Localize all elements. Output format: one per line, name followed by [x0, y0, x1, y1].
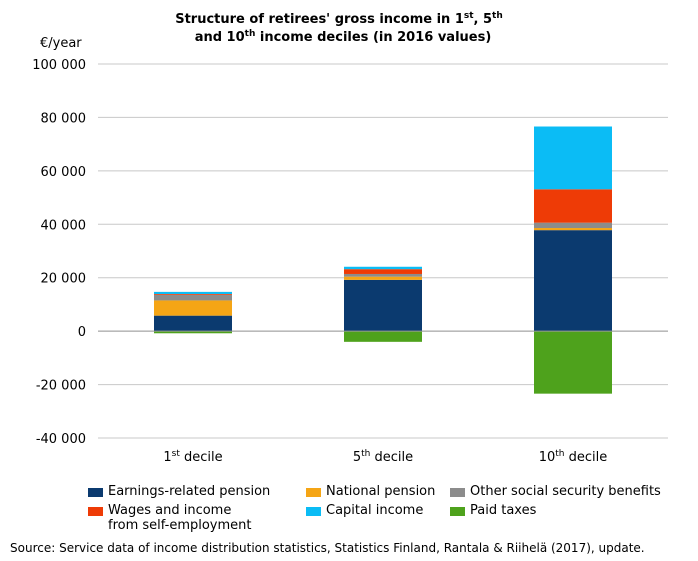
chart-title-line2: and 10th income deciles (in 2016 values) [195, 29, 492, 45]
bar-segment-capital-income-2 [344, 266, 422, 270]
y-tick-label: 100 000 [32, 58, 86, 73]
bars [154, 126, 612, 394]
category-label: 1st decile [163, 449, 222, 465]
y-tick-label: 80 000 [41, 111, 87, 126]
y-tick-label: -40 000 [36, 432, 86, 447]
bar-segment-national-pension-2 [344, 276, 422, 280]
legend-label: Paid taxes [470, 503, 537, 518]
legend-label: Earnings-related pension [108, 484, 271, 499]
chart-title-line1: Structure of retirees' gross income in 1… [175, 11, 503, 27]
bar-segment-earnings-related-pension-2 [344, 279, 422, 332]
y-tick-label: -20 000 [36, 379, 86, 394]
category-labels: 1st decile 5th decile 10th decile [163, 449, 607, 465]
chart: Structure of retirees' gross income in 1… [32, 11, 668, 465]
bar-segment-wages-and-income-from-self-employment-2 [344, 269, 422, 274]
legend-swatch [88, 507, 103, 516]
y-tick-label: 0 [78, 325, 86, 340]
legend-label: Wages and income from self-employment [108, 503, 252, 533]
y-tick-label: 20 000 [41, 272, 87, 287]
bar-segment-other-social-security-benefits-3 [534, 222, 612, 229]
legend-swatch [450, 507, 465, 516]
legend-label: Other social security benefits [470, 484, 661, 499]
bar-segment-wages-and-income-from-self-employment-1 [154, 294, 232, 295]
y-tick-labels: 100 000 80 000 60 000 40 000 20 000 0 -20 000 -… [32, 58, 86, 447]
category-label: 5th decile [353, 449, 413, 465]
legend-label-line2: from self-employment [108, 518, 252, 533]
y-tick-label: 40 000 [41, 218, 87, 233]
bar-segment-capital-income-3 [534, 126, 612, 190]
legend-swatch [306, 507, 321, 516]
source-note: Source: Service data of income distribut… [10, 541, 645, 555]
legend-label-line1: Wages and income [108, 503, 232, 518]
bar-segment-paid-taxes-2 [344, 331, 422, 342]
legend-label: Capital income [326, 503, 424, 518]
category-label: 10th decile [539, 449, 608, 465]
bar-segment-earnings-related-pension-3 [534, 230, 612, 332]
bar-segment-other-social-security-benefits-1 [154, 294, 232, 301]
legend-swatch [450, 488, 465, 497]
legend-label: National pension [326, 484, 436, 499]
bar-segment-national-pension-3 [534, 228, 612, 231]
bar-segment-other-social-security-benefits-2 [344, 273, 422, 277]
bar-segment-wages-and-income-from-self-employment-3 [534, 189, 612, 223]
y-axis-label: €/year [40, 36, 82, 51]
y-tick-label: 60 000 [41, 165, 87, 180]
bar-segment-earnings-related-pension-1 [154, 315, 232, 332]
bar-segment-capital-income-1 [154, 291, 232, 295]
bar-segment-paid-taxes-3 [534, 331, 612, 394]
bar-segment-national-pension-1 [154, 300, 232, 316]
bar-segment-paid-taxes-1 [154, 331, 232, 334]
legend-swatch [88, 488, 103, 497]
legend-swatch [306, 488, 321, 497]
